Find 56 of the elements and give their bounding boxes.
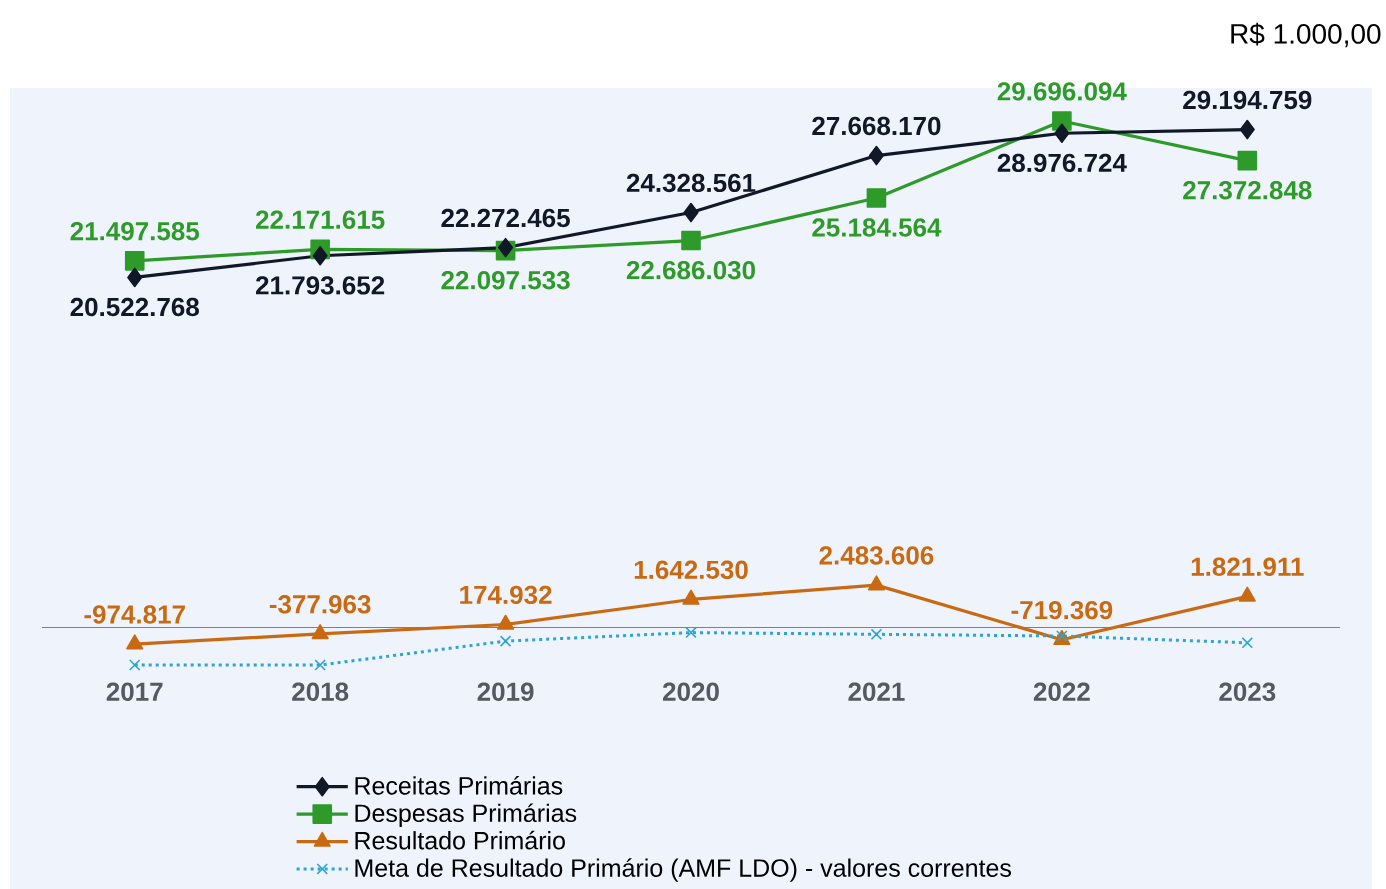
point	[867, 575, 886, 591]
data-label: 24.328.561	[626, 173, 756, 193]
point	[682, 589, 700, 605]
point	[681, 230, 701, 251]
point	[1241, 637, 1254, 649]
legend-label: Meta de Resultado Primário (AMF LDO) - valores correntes	[355, 858, 1011, 882]
data-label: 25.184.564	[812, 218, 942, 237]
data-label: 2.483.606	[819, 546, 934, 565]
point	[870, 628, 883, 641]
x-tick-label: 2020	[663, 682, 719, 701]
data-label: 22.171.615	[255, 210, 385, 229]
data-label: 22.272.465	[441, 208, 570, 228]
point	[868, 145, 884, 166]
x-tick-label: 2018	[292, 682, 349, 701]
point	[1054, 123, 1070, 144]
point	[124, 251, 145, 271]
chart-title: R$ 1.000,00	[1231, 22, 1381, 48]
x-tick-label: 2021	[848, 682, 905, 701]
data-label: 28.976.724	[997, 153, 1127, 173]
x-tick-label: 2017	[106, 682, 163, 701]
legend-label: Despesas Primárias	[355, 803, 577, 827]
data-label: 21.497.585	[70, 222, 200, 241]
point	[496, 614, 515, 630]
point	[1237, 150, 1258, 171]
point	[1239, 119, 1255, 140]
legend-label: Resultado Primário	[355, 830, 565, 850]
point	[127, 267, 143, 288]
data-label: 29.696.094	[997, 82, 1127, 101]
data-label: 174.932	[460, 585, 552, 605]
point	[683, 202, 699, 223]
data-label: 29.194.759	[1183, 90, 1312, 110]
point	[1056, 630, 1068, 642]
point	[128, 659, 141, 671]
x-tick-label: 2023	[1219, 682, 1276, 701]
data-label: 1.821.911	[1191, 557, 1304, 576]
data-label: -974.817	[84, 605, 185, 624]
data-label: 22.097.533	[441, 270, 570, 290]
point	[314, 659, 326, 671]
point	[311, 624, 329, 640]
data-label: -719.369	[1011, 600, 1113, 620]
point	[499, 635, 512, 647]
data-label: 22.686.030	[626, 260, 755, 280]
point	[312, 245, 328, 266]
point	[866, 188, 887, 208]
x-tick-label: 2022	[1033, 682, 1090, 701]
point	[1238, 586, 1256, 602]
point	[685, 626, 697, 639]
data-label: 1.642.530	[634, 560, 748, 580]
data-label: 21.793.652	[255, 276, 385, 295]
data-label: 27.668.170	[812, 116, 941, 136]
data-label: 20.522.768	[70, 297, 199, 317]
x-tick-label: 2019	[477, 682, 534, 701]
point	[126, 634, 144, 650]
legend-label: Receitas Primárias	[355, 776, 563, 795]
data-label: 27.372.848	[1183, 181, 1312, 200]
data-label: -377.963	[269, 595, 371, 614]
